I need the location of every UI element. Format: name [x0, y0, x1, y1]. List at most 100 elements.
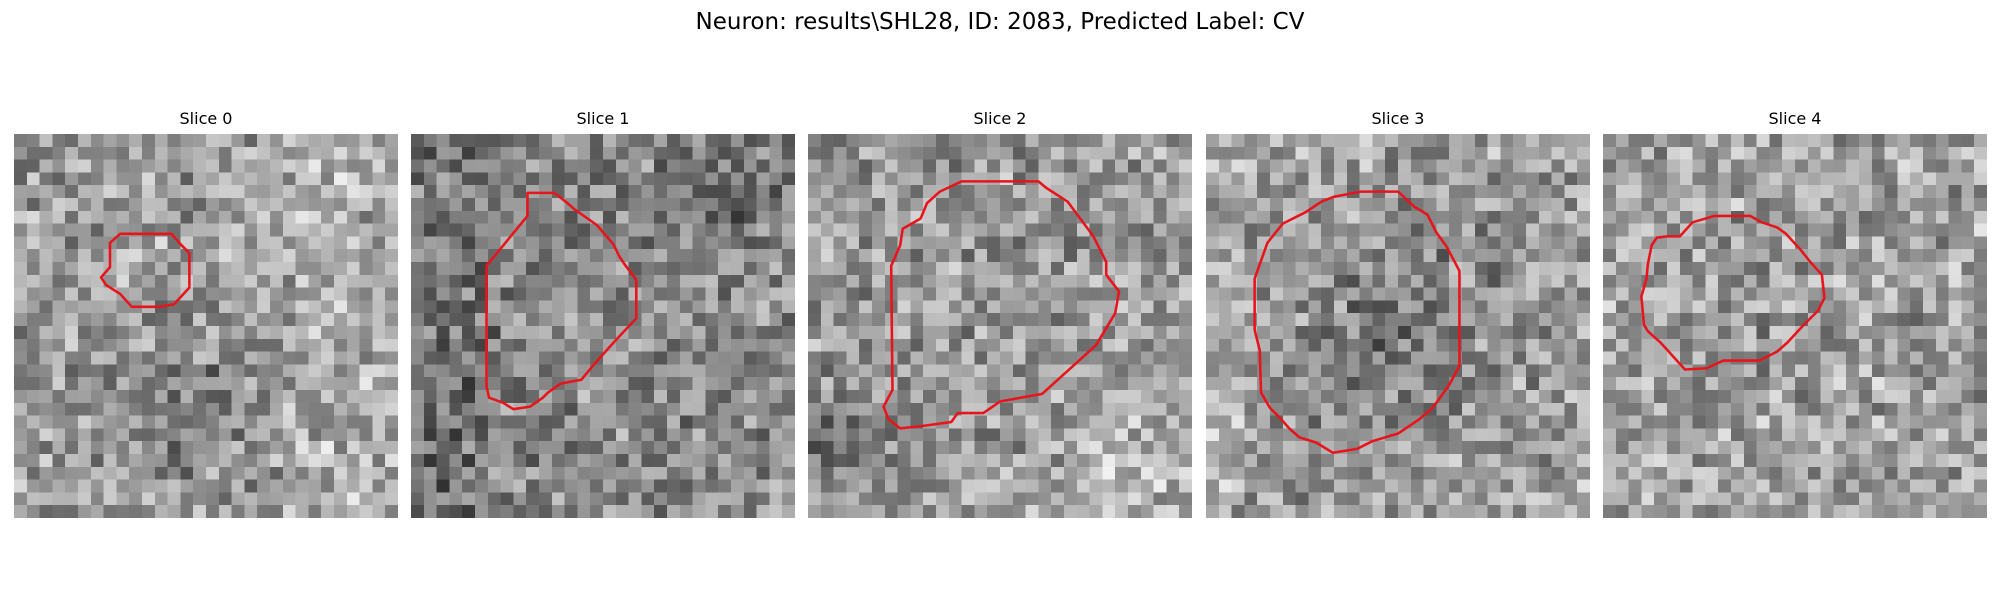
pixel: [1641, 351, 1655, 365]
pixel: [769, 134, 783, 148]
pixel: [1820, 185, 1834, 199]
pixel: [78, 146, 92, 160]
pixel: [14, 492, 28, 506]
pixel: [910, 338, 924, 352]
pixel: [1769, 134, 1783, 148]
pixel: [1910, 146, 1924, 160]
pixel: [1282, 479, 1296, 493]
pixel: [167, 466, 181, 480]
pixel: [1398, 313, 1412, 327]
pixel: [1884, 338, 1898, 352]
pixel: [65, 351, 79, 365]
pixel: [743, 492, 757, 506]
pixel: [1974, 428, 1987, 442]
pixel: [1385, 326, 1399, 340]
pixel: [65, 377, 79, 391]
pixel: [1859, 262, 1873, 276]
pixel: [731, 287, 745, 301]
pixel: [1731, 300, 1745, 314]
pixel: [1270, 326, 1284, 340]
pixel: [1667, 479, 1681, 493]
pixel: [1257, 479, 1271, 493]
pixel: [487, 210, 501, 224]
pixel: [1628, 198, 1642, 212]
pixel: [1692, 428, 1706, 442]
pixel: [564, 326, 578, 340]
pixel: [1012, 402, 1026, 416]
pixel: [628, 159, 642, 173]
pixel: [1782, 390, 1796, 404]
pixel: [590, 479, 604, 493]
pixel: [334, 185, 348, 199]
pixel: [423, 390, 437, 404]
pixel: [859, 466, 873, 480]
pixel: [1179, 492, 1192, 506]
pixel: [1410, 134, 1424, 148]
pixel: [372, 134, 386, 148]
pixel: [1179, 364, 1192, 378]
pixel: [1436, 338, 1450, 352]
pixel: [910, 236, 924, 250]
pixel: [833, 287, 847, 301]
pixel: [270, 223, 284, 237]
pixel: [846, 134, 860, 148]
pixel: [1667, 390, 1681, 404]
pixel: [167, 479, 181, 493]
pixel: [1807, 415, 1821, 429]
pixel: [218, 415, 232, 429]
pixel: [1025, 364, 1039, 378]
pixel: [372, 338, 386, 352]
pixel: [1025, 479, 1039, 493]
pixel: [1398, 287, 1412, 301]
pixel: [1654, 236, 1668, 250]
pixel: [590, 274, 604, 288]
pixel: [1321, 390, 1335, 404]
pixel: [1551, 402, 1565, 416]
pixel: [551, 198, 565, 212]
pixel: [1372, 249, 1386, 263]
pixel: [1833, 300, 1847, 314]
pixel: [321, 364, 335, 378]
pixel: [1436, 402, 1450, 416]
pixel: [1974, 198, 1987, 212]
pixel: [321, 415, 335, 429]
pixel: [1859, 505, 1873, 518]
pixel: [1295, 274, 1309, 288]
pixel: [154, 287, 168, 301]
pixel: [1871, 390, 1885, 404]
pixel: [551, 505, 565, 518]
pixel: [423, 249, 437, 263]
pixel: [1807, 338, 1821, 352]
pixel: [1321, 223, 1335, 237]
pixel: [897, 466, 911, 480]
pixel: [1359, 326, 1373, 340]
pixel: [1654, 313, 1668, 327]
pixel: [1140, 428, 1154, 442]
pixel: [654, 287, 668, 301]
pixel: [1025, 454, 1039, 468]
pixel: [1551, 300, 1565, 314]
pixel: [859, 249, 873, 263]
pixel: [449, 505, 463, 518]
pixel: [961, 505, 975, 518]
pixel: [1769, 159, 1783, 173]
pixel: [346, 415, 360, 429]
pixel: [487, 466, 501, 480]
pixel: [423, 313, 437, 327]
pixel: [436, 415, 450, 429]
pixel: [1679, 300, 1693, 314]
pixel: [372, 364, 386, 378]
pixel: [52, 377, 66, 391]
pixel: [603, 377, 617, 391]
pixel: [334, 274, 348, 288]
pixel: [782, 415, 795, 429]
pixel: [1782, 185, 1796, 199]
pixel: [692, 402, 706, 416]
pixel: [231, 198, 245, 212]
pixel: [1295, 287, 1309, 301]
pixel: [743, 185, 757, 199]
pixel: [1321, 262, 1335, 276]
pixel: [731, 223, 745, 237]
pixel: [78, 249, 92, 263]
pixel: [462, 338, 476, 352]
